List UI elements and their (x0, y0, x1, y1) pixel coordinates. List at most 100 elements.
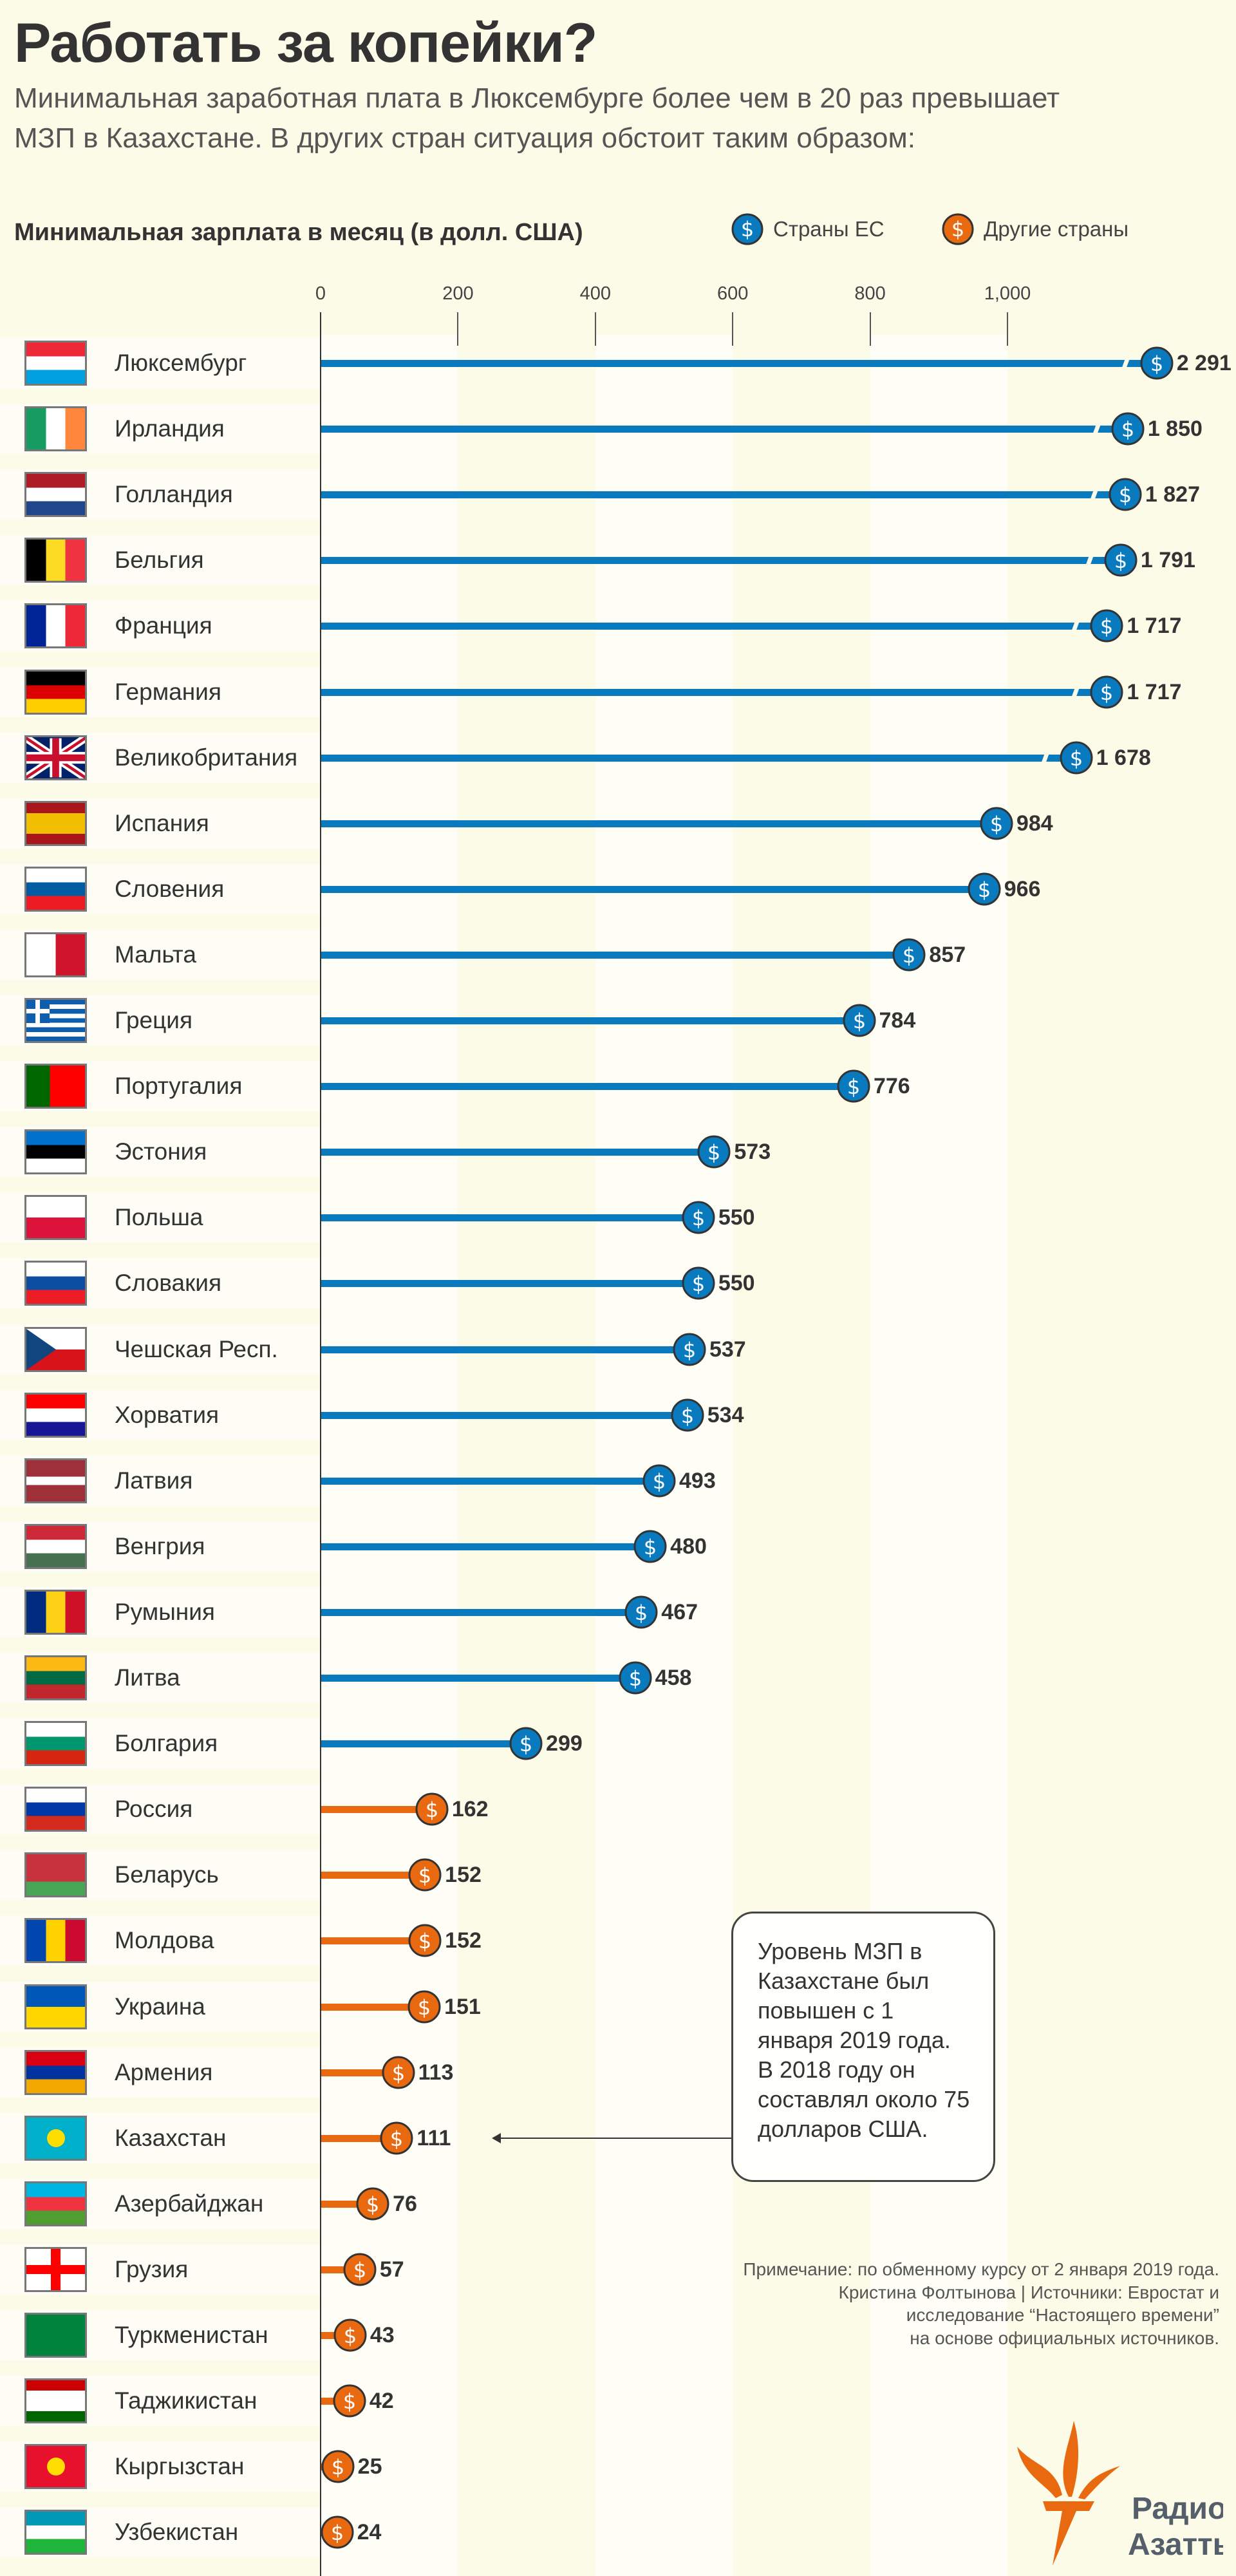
annotation-line: повышен с 1 (758, 1997, 894, 2024)
flag-icon (24, 1392, 87, 1438)
flag-icon (24, 2246, 87, 2292)
dollar-coin-icon: $ (1090, 609, 1123, 643)
dollar-coin-icon: $ (968, 872, 1001, 906)
annotation-line: составлял около 75 (758, 2086, 970, 2112)
bar (321, 1280, 698, 1288)
chart-title: Минимальная зарплата в месяц (в долл. СШ… (14, 219, 583, 246)
country-name: Греция (115, 1007, 193, 1033)
table-row: Хорватия $534 (0, 1382, 1236, 1448)
svg-text:$: $ (741, 217, 754, 241)
dollar-coin-icon: $ (1060, 741, 1093, 775)
bar (321, 1017, 859, 1024)
country-name: Кыргызстан (115, 2453, 245, 2480)
table-row: Грузия $57 (0, 2237, 1236, 2302)
svg-text:$: $ (635, 1601, 648, 1625)
table-row: Венгрия $480 (0, 1514, 1236, 1579)
page-title: Работать за копейки? (14, 12, 597, 74)
legend-label: Страны ЕС (773, 217, 885, 241)
flag-icon (24, 538, 87, 583)
svg-text:$: $ (707, 1140, 720, 1165)
table-row: Чешская Респ. $537 (0, 1317, 1236, 1382)
bar (321, 1675, 635, 1682)
country-name: Мальта (115, 941, 196, 968)
country-name: Польша (115, 1204, 203, 1231)
dollar-coin-icon: $ (407, 1990, 441, 2023)
table-row: Кыргызстан $25 (0, 2434, 1236, 2499)
dollar-coin-icon: $ (382, 2056, 415, 2089)
dollar-coin-icon: $ (321, 2515, 354, 2549)
bar (321, 2069, 398, 2076)
country-name: Молдова (115, 1927, 214, 1954)
flag-icon (24, 406, 87, 452)
flag-icon (24, 1261, 87, 1306)
value-label: 2 291 (1176, 351, 1231, 375)
svg-text:$: $ (343, 2389, 356, 2414)
dollar-coin-icon: $ (1140, 346, 1174, 380)
country-name: Словакия (115, 1270, 222, 1297)
table-row: Бельгия $1 791 (0, 527, 1236, 593)
country-name: Люксембург (115, 350, 247, 376)
svg-text:$: $ (644, 1535, 657, 1559)
dollar-coin-icon: $ (697, 1135, 731, 1169)
radio-azattyk-logo: Радио Азаттык (1017, 2421, 1223, 2566)
flag-icon (24, 341, 87, 386)
flag-icon (24, 866, 87, 912)
table-row: Испания $984 (0, 791, 1236, 856)
country-name: Румыния (115, 1598, 215, 1625)
table-row: Греция $784 (0, 988, 1236, 1053)
value-label: 1 717 (1127, 679, 1182, 704)
legend-item-eu: $ Страны ЕС (731, 212, 885, 246)
value-label: 480 (670, 1534, 707, 1559)
table-row: Словения $966 (0, 856, 1236, 922)
table-row: Франция $1 717 (0, 593, 1236, 659)
svg-text:$: $ (681, 1404, 694, 1428)
svg-text:$: $ (978, 878, 991, 902)
dollar-coin-icon: $ (1109, 478, 1142, 511)
table-row: Великобритания $1 678 (0, 725, 1236, 791)
dollar-coin-icon: $ (642, 1464, 676, 1498)
bar (321, 1937, 426, 1945)
grid-band (870, 335, 1007, 2576)
annotation-line: В 2018 году он (758, 2056, 915, 2083)
svg-text:$: $ (903, 943, 915, 968)
country-name: Армения (115, 2058, 213, 2085)
bar (321, 1543, 651, 1550)
annotation-line: января 2019 года. (758, 2027, 951, 2053)
legend-label: Другие страны (984, 217, 1129, 241)
bar (321, 885, 984, 893)
bar (321, 1740, 527, 1748)
value-label: 966 (1004, 876, 1041, 901)
table-row: Азербайджан $76 (0, 2171, 1236, 2237)
svg-text:$: $ (366, 2192, 379, 2217)
x-tick-label: 200 (442, 283, 474, 304)
bar (321, 1214, 698, 1222)
flag-icon (24, 1064, 87, 1109)
bar (321, 2200, 373, 2208)
annotation-arrow (499, 2138, 731, 2139)
table-row: Ирландия $1 850 (0, 396, 1236, 462)
value-label: 776 (873, 1074, 910, 1099)
country-name: Словения (115, 875, 225, 902)
value-label: 299 (546, 1731, 583, 1756)
value-label: 1 827 (1145, 482, 1200, 507)
bar (321, 2266, 360, 2273)
flag-icon (24, 669, 87, 715)
value-label: 162 (451, 1797, 489, 1822)
value-label: 24 (357, 2520, 382, 2545)
bar (321, 820, 997, 827)
dollar-coin-icon: $ (415, 1792, 449, 1826)
dollar-coin-icon: $ (1090, 675, 1123, 708)
value-label: 458 (655, 1666, 692, 1690)
country-name: Великобритания (115, 744, 298, 771)
dollar-coin-icon: $ (671, 1398, 704, 1432)
country-name: Литва (115, 1664, 180, 1691)
table-row: Казахстан $111 (0, 2105, 1236, 2171)
country-name: Венгрия (115, 1532, 205, 1559)
country-name: Голландия (115, 481, 233, 508)
legend-item-other: $ Другие страны (941, 212, 1128, 246)
svg-text:$: $ (683, 1338, 696, 1362)
footnote: Примечание: по обменному курсу от 2 янва… (743, 2258, 1219, 2349)
dollar-coin-icon: $ (1104, 543, 1138, 577)
bar (321, 491, 1125, 499)
country-name: Азербайджан (115, 2190, 264, 2217)
